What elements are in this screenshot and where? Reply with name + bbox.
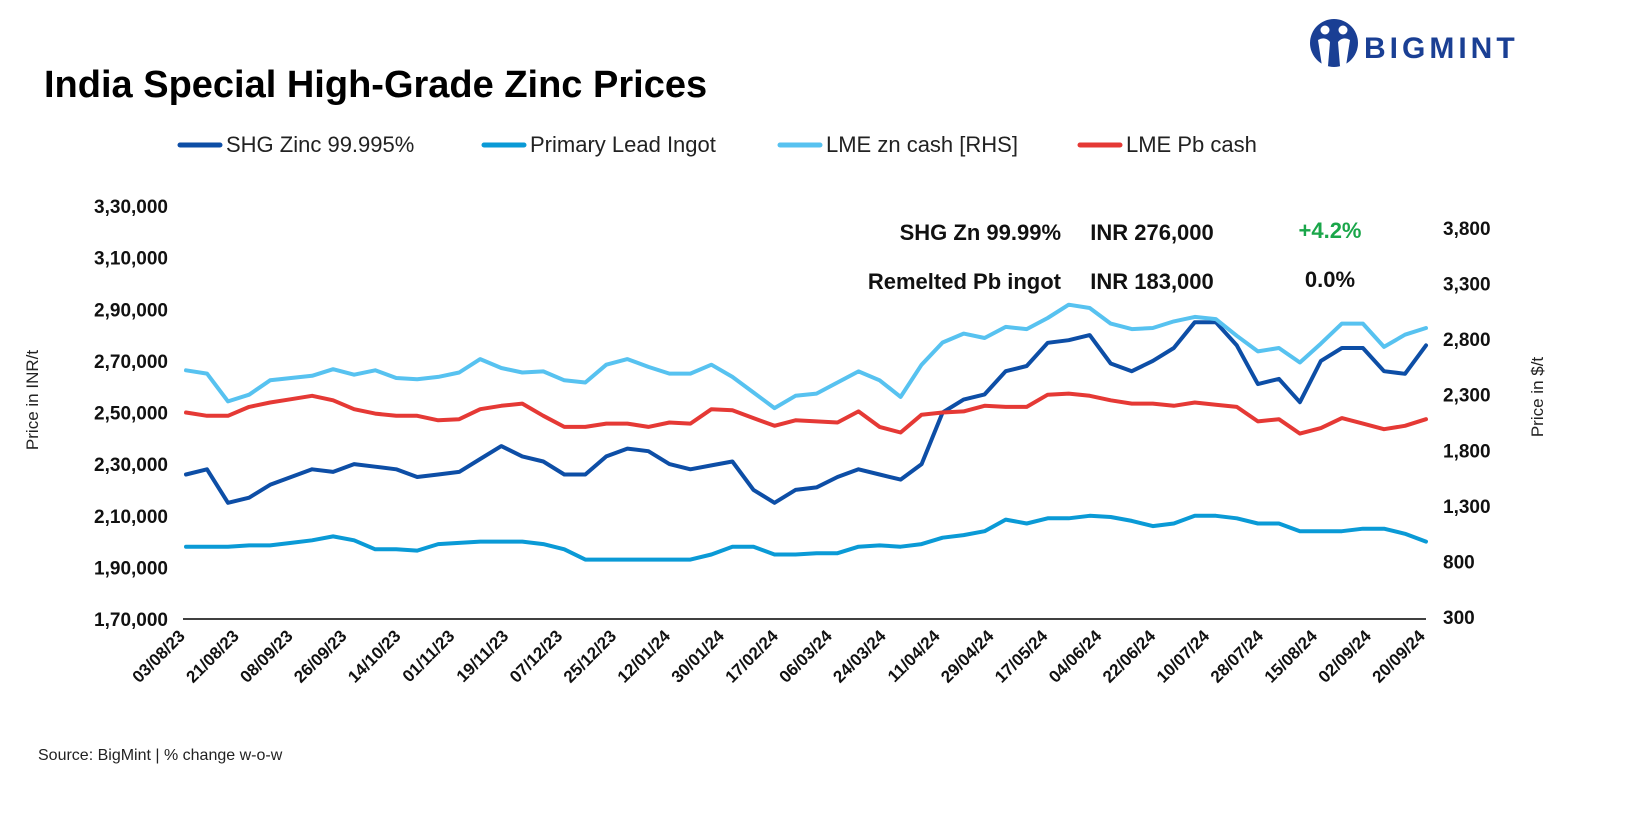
bigmint-logo-icon: [1310, 19, 1358, 67]
bigmint-logo-text: BIGMINT: [1364, 32, 1519, 65]
legend-label: LME zn cash [RHS]: [826, 132, 1018, 157]
y-tick-left: 2,30,000: [94, 455, 168, 476]
series-line-lme-zn-cash-rhs-: [184, 302, 1428, 411]
y-tick-right: 300: [1443, 608, 1475, 629]
series-line-lme-pb-cash: [184, 391, 1428, 436]
y-tick-right: 1,800: [1443, 441, 1491, 462]
annotation-change: 0.0%: [1305, 267, 1355, 292]
legend-item: LME zn cash [RHS]: [777, 132, 1018, 157]
annotation-label: SHG Zn 99.99%: [900, 220, 1061, 245]
series-lines: [184, 302, 1428, 562]
series-line-shg-zinc-99-995-: [184, 320, 1428, 505]
annotation-label: Remelted Pb ingot: [868, 269, 1062, 294]
y-axis-label-left: Price in INR/t: [23, 350, 42, 450]
y-tick-left: 2,90,000: [94, 300, 168, 321]
y-axis-label-right: Price in $/t: [1528, 357, 1547, 438]
x-tick-label: 01/11/23: [399, 626, 459, 686]
x-tick-label: 17/05/24: [991, 626, 1052, 687]
x-tick-label: 10/07/24: [1153, 626, 1214, 687]
legend-item: LME Pb cash: [1077, 132, 1257, 157]
series-line-primary-lead-ingot: [184, 513, 1428, 562]
y-tick-right: 800: [1443, 552, 1475, 573]
source-note: Source: BigMint | % change w-o-w: [38, 747, 283, 764]
x-tick-label: 17/02/24: [722, 626, 783, 687]
x-tick-label: 28/07/24: [1207, 626, 1268, 687]
x-tick-label: 02/09/24: [1315, 626, 1376, 687]
legend: SHG Zinc 99.995% Primary Lead Ingot LME zn…: [177, 132, 1257, 157]
x-tick-label: 30/01/24: [668, 626, 729, 687]
y-tick-right: 2,800: [1443, 330, 1491, 351]
y-tick-left: 3,10,000: [94, 249, 168, 270]
annotation-row: SHG Zn 99.99% INR 276,000 +4.2%: [900, 218, 1362, 245]
x-tick-label: 26/09/23: [290, 626, 350, 686]
legend-label: Primary Lead Ingot: [530, 132, 716, 157]
y-tick-left: 1,90,000: [94, 558, 168, 579]
legend-item: Primary Lead Ingot: [481, 132, 716, 157]
x-tick-label: 04/06/24: [1045, 626, 1106, 687]
y-tick-left: 2,70,000: [94, 352, 168, 373]
annotation-value: INR 276,000: [1090, 220, 1214, 245]
y-tick-left: 2,50,000: [94, 404, 168, 425]
y-tick-right: 3,800: [1443, 219, 1491, 240]
y-tick-left: 3,30,000: [94, 197, 168, 218]
x-tick-label: 20/09/24: [1369, 626, 1430, 687]
x-tick-label: 22/06/24: [1099, 626, 1160, 687]
x-tick-label: 15/08/24: [1261, 626, 1322, 687]
annotation-row: Remelted Pb ingot INR 183,000 0.0%: [868, 267, 1355, 294]
x-tick-label: 29/04/24: [937, 626, 998, 687]
x-tick-label: 14/10/23: [344, 626, 404, 686]
annotation-value: INR 183,000: [1090, 269, 1214, 294]
x-tick-label: 03/08/23: [129, 626, 189, 686]
legend-label: SHG Zinc 99.995%: [226, 132, 414, 157]
bigmint-logo: BIGMINT: [1310, 19, 1519, 67]
x-tick-label: 07/12/23: [506, 626, 566, 686]
legend-label: LME Pb cash: [1126, 132, 1257, 157]
x-tick-label: 06/03/24: [776, 626, 837, 687]
price-annotations: SHG Zn 99.99% INR 276,000 +4.2% Remelted Pb…: [868, 218, 1362, 294]
y-tick-right: 2,300: [1443, 386, 1491, 407]
x-tick-label: 08/09/23: [236, 626, 296, 686]
x-tick-label: 21/08/23: [183, 626, 243, 686]
legend-item: SHG Zinc 99.995%: [177, 132, 414, 157]
y-tick-right: 3,300: [1443, 275, 1491, 296]
y-tick-left: 1,70,000: [94, 610, 168, 631]
annotation-change: +4.2%: [1299, 218, 1362, 243]
x-tick-label: 25/12/23: [560, 626, 620, 686]
x-tick-label: 11/04/24: [884, 626, 944, 686]
axes: 1,70,000 1,90,000 2,10,000 2,30,000 2,50,000…: [94, 197, 1491, 687]
y-tick-left: 2,10,000: [94, 507, 168, 528]
y-tick-right: 1,300: [1443, 497, 1491, 518]
x-tick-label: 19/11/23: [453, 626, 513, 686]
x-tick-label: 24/03/24: [829, 626, 890, 687]
x-tick-label: 12/01/24: [614, 626, 675, 687]
chart-title: India Special High-Grade Zinc Prices: [44, 64, 707, 106]
